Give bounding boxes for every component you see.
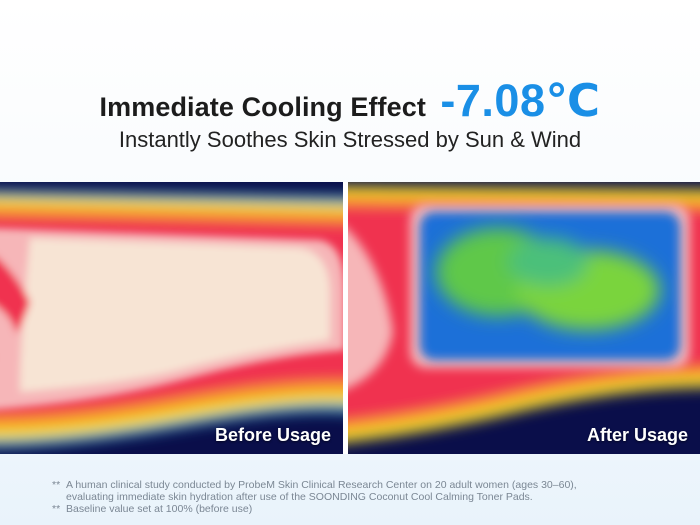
- headline: Immediate Cooling Effect -7.08℃: [0, 74, 700, 127]
- before-usage-label: Before Usage: [214, 425, 331, 445]
- footnote-study: ** A human clinical study conducted by Pr…: [52, 479, 672, 491]
- headline-title: Immediate Cooling Effect: [99, 92, 426, 122]
- footnote-study-line2: evaluating immediate skin hydration afte…: [66, 491, 533, 503]
- thermal-after-graphic: [348, 182, 700, 454]
- footnote-marker: **: [52, 479, 61, 491]
- thermal-before-graphic: [0, 182, 343, 454]
- footnotes: ** A human clinical study conducted by Pr…: [52, 479, 672, 515]
- panel-divider: [343, 182, 348, 454]
- headline-subtitle: Instantly Soothes Skin Stressed by Sun &…: [118, 127, 582, 152]
- footnote-study-line1: A human clinical study conducted by Prob…: [66, 479, 577, 491]
- thermal-image-after: After Usage: [348, 182, 700, 454]
- footnote-baseline: ** Baseline value set at 100% (before use…: [52, 503, 672, 515]
- footnote-baseline-text: Baseline value set at 100% (before use): [66, 503, 253, 515]
- thermal-image-before: Before Usage: [0, 182, 343, 454]
- temperature-drop-value: -7.08℃: [440, 75, 601, 126]
- footnote-marker: **: [52, 503, 61, 515]
- after-usage-label: After Usage: [586, 425, 688, 445]
